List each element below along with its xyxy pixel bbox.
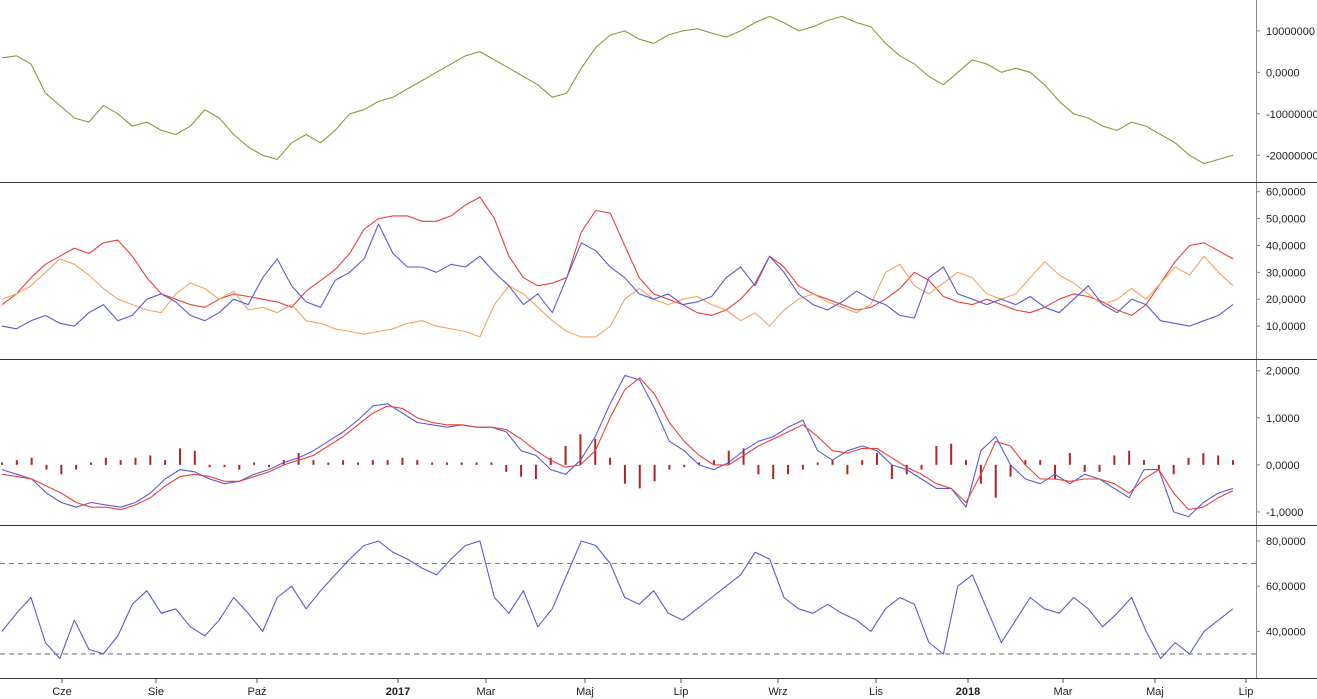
panel-accumulation: 10000000 0,0000 -10000000 -20000000 [0, 0, 1317, 183]
y-tick-label: -1,0000 [1266, 507, 1303, 519]
y-tick-label: -20000000 [1266, 150, 1317, 162]
y-tick-label: 20,0000 [1266, 294, 1306, 306]
panels-layer: 10000000 0,0000 -10000000 -20000000 60,0000 5… [0, 0, 1317, 679]
y-tick-label: 40,0000 [1266, 240, 1306, 252]
x-tick-label: Wrz [768, 686, 787, 698]
x-tick-label: Lip [674, 686, 689, 698]
y-tick-label: 0,0000 [1266, 67, 1300, 79]
time-axis: Cze Sie Paź 2017 Mar Maj Lip Wrz Lis 2018 Mar Maj Li… [52, 679, 1253, 698]
series-line-dmi-2 [1, 223, 1234, 330]
y-tick-label: 10000000 [1266, 26, 1315, 38]
x-tick-label: Lip [1239, 686, 1254, 698]
x-tick-label: Maj [576, 686, 594, 698]
x-tick-label: Cze [52, 686, 72, 698]
y-tick-label: -10000000 [1266, 109, 1317, 121]
y-tick-label: 60,0000 [1266, 187, 1306, 199]
series-line-dmi-0 [1, 196, 1234, 316]
y-tick-label: 50,0000 [1266, 214, 1306, 226]
x-tick-label: Paź [248, 686, 267, 698]
x-tick-label: 2017 [386, 686, 410, 698]
series-line-rsi-0 [1, 540, 1234, 660]
y-tick-label: 60,0000 [1266, 581, 1306, 593]
y-tick-label: 80,0000 [1266, 536, 1306, 548]
panel-macd: 2,0000 1,0000 0,0000 -1,0000 [0, 360, 1317, 526]
series-line-macd-0 [1, 374, 1234, 518]
panel-dmi: 60,0000 50,0000 40,0000 30,0000 20,0000 10,00… [0, 183, 1317, 360]
y-tick-label: 0,0000 [1266, 460, 1300, 472]
y-tick-label: 40,0000 [1266, 626, 1306, 638]
y-tick-label: 30,0000 [1266, 267, 1306, 279]
x-tick-label: 2018 [956, 686, 980, 698]
series-line-accumulation-0 [1, 15, 1234, 165]
x-tick-label: Maj [1146, 686, 1164, 698]
x-tick-label: Mar [1054, 686, 1073, 698]
x-tick-label: Lis [869, 686, 884, 698]
y-tick-label: 1,0000 [1266, 413, 1300, 425]
x-tick-label: Sie [148, 686, 164, 698]
x-tick-label: Mar [477, 686, 496, 698]
y-tick-label: 2,0000 [1266, 366, 1300, 378]
series-line-macd-1 [1, 377, 1234, 511]
y-tick-label: 10,0000 [1266, 321, 1306, 333]
panel-rsi: 80,0000 60,0000 40,0000 [0, 526, 1317, 679]
series-line-dmi-1 [1, 255, 1234, 338]
